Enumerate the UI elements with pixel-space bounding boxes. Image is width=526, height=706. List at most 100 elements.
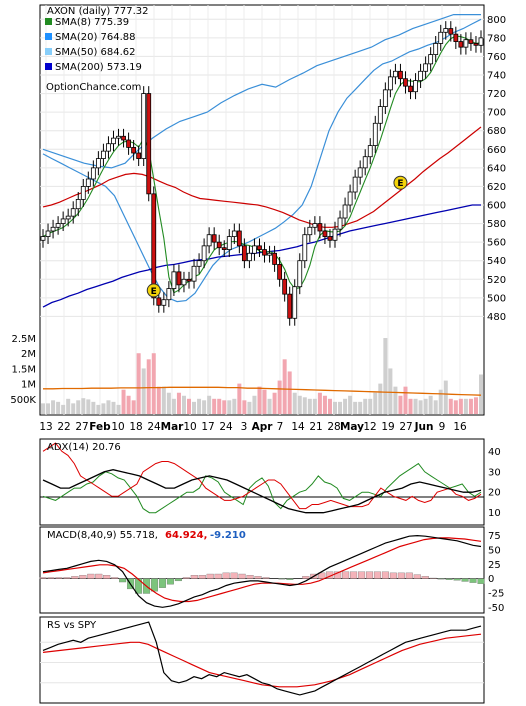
x-tick-label: 17 [201, 421, 214, 433]
macd-histogram-bar [222, 572, 230, 579]
volume-bar [312, 398, 317, 414]
volume-bar [232, 398, 237, 414]
volume-bar [217, 398, 222, 414]
x-tick-label: Jun [414, 421, 434, 433]
price-tick-label: 600 [487, 201, 506, 212]
price-tick-label: 540 [487, 256, 506, 267]
volume-bar [222, 400, 227, 414]
candle-up [292, 286, 298, 319]
volume-bar [272, 392, 277, 414]
candle-down [473, 43, 479, 46]
macd-histogram-bar [437, 578, 445, 580]
volume-bar [363, 398, 368, 414]
volume-bar [76, 400, 81, 414]
rs-panel: RS vs SPY [39, 616, 485, 704]
candle-up [171, 271, 177, 289]
candle-up [357, 167, 363, 178]
volume-bar [197, 398, 202, 414]
volume-bar [202, 400, 207, 414]
adx-tick-label: 20 [488, 488, 501, 499]
candle-up [85, 178, 91, 187]
macd-histogram-bar [246, 575, 254, 579]
macd-histogram-bar [405, 572, 413, 579]
candle-up [352, 176, 358, 193]
candle-up [267, 252, 272, 256]
volume-bar [66, 398, 71, 414]
candle-down [257, 245, 262, 250]
candle-up [297, 260, 303, 288]
x-tick-label: 7 [277, 421, 284, 433]
x-tick-label: Apr [252, 421, 274, 433]
candle-up [181, 278, 187, 286]
macd-histogram-bar [445, 578, 453, 580]
price-tick-label: 680 [487, 126, 506, 137]
legend-label: SMA(8) 775.39 [55, 17, 129, 28]
x-tick-label: 16 [453, 421, 467, 433]
legend-swatch [45, 33, 52, 40]
volume-bar [378, 383, 383, 414]
x-tick-label: 18 [129, 421, 142, 433]
volume-bar [302, 397, 307, 414]
macd-label: MACD(8,40,9) 55.718, [47, 530, 158, 541]
volume-bar [453, 400, 458, 414]
volume-bar [473, 397, 478, 414]
macd-tick-label: 75 [488, 531, 501, 542]
volume-bar [393, 386, 398, 414]
ticker-title: AXON (daily) 777.32 [47, 6, 149, 17]
rs-line [42, 621, 482, 696]
volume-bar [438, 389, 443, 414]
volume-bar [338, 401, 343, 414]
macd-histogram-bar [198, 575, 206, 579]
x-tick-label: 9 [439, 421, 446, 433]
x-tick-label: 22 [57, 421, 70, 433]
volume-bar [56, 401, 61, 414]
x-axis-labels: 13 22 27 Feb 10 18 24 Mar 10 17 24 3 Apr 7 14 21 28 May 12… [39, 421, 467, 433]
volume-bar [307, 398, 312, 414]
legend-swatch [45, 18, 52, 25]
candle-up [443, 28, 449, 33]
candle-down [262, 249, 267, 256]
plus-di-line [42, 462, 482, 514]
volume-bar [297, 395, 302, 414]
candle-down [131, 147, 137, 154]
volume-bar [116, 404, 121, 414]
candle-up [433, 43, 439, 55]
candle-up [65, 215, 71, 220]
adx-panel: 40 30 20 10 ADX(14) 20.76 [39, 438, 501, 526]
volume-bar [317, 392, 322, 414]
volume-bar [61, 404, 66, 414]
volume-bar [348, 395, 353, 414]
earnings-marker-label: E [151, 287, 157, 297]
macd-histogram-bar [190, 575, 198, 579]
candle-down [151, 193, 157, 299]
candle-up [101, 150, 106, 159]
macd-histogram-bar [429, 577, 437, 579]
candle-up [80, 186, 86, 200]
candle-up [191, 265, 197, 282]
candle-up [312, 223, 318, 228]
volume-bar [242, 400, 247, 414]
candle-up [342, 204, 348, 219]
candle-up [347, 191, 353, 206]
candle-down [448, 28, 454, 35]
macd-histogram-bar [389, 572, 397, 579]
price-tick-label: 760 [487, 52, 506, 63]
watermark: OptionChance.com [46, 82, 141, 93]
candle-down [121, 135, 126, 141]
volume-bar [101, 403, 106, 414]
price-tick-label: 800 [487, 15, 506, 26]
volume-bar [403, 386, 408, 414]
macd-histogram-bar [461, 578, 469, 582]
macd-tick-label: -25 [488, 588, 504, 599]
x-tick-label: 27 [75, 421, 88, 433]
macd-histogram-bar [39, 577, 47, 579]
adx-tick-label: 10 [488, 508, 501, 519]
volume-bar [187, 398, 191, 414]
volume-bar [71, 403, 76, 414]
macd-histogram-bar [350, 571, 358, 579]
candle-up [337, 217, 343, 230]
price-tick-label: 740 [487, 71, 506, 82]
volume-bar [433, 400, 438, 414]
price-grid [40, 5, 484, 415]
macd-histogram-bar [477, 578, 485, 584]
